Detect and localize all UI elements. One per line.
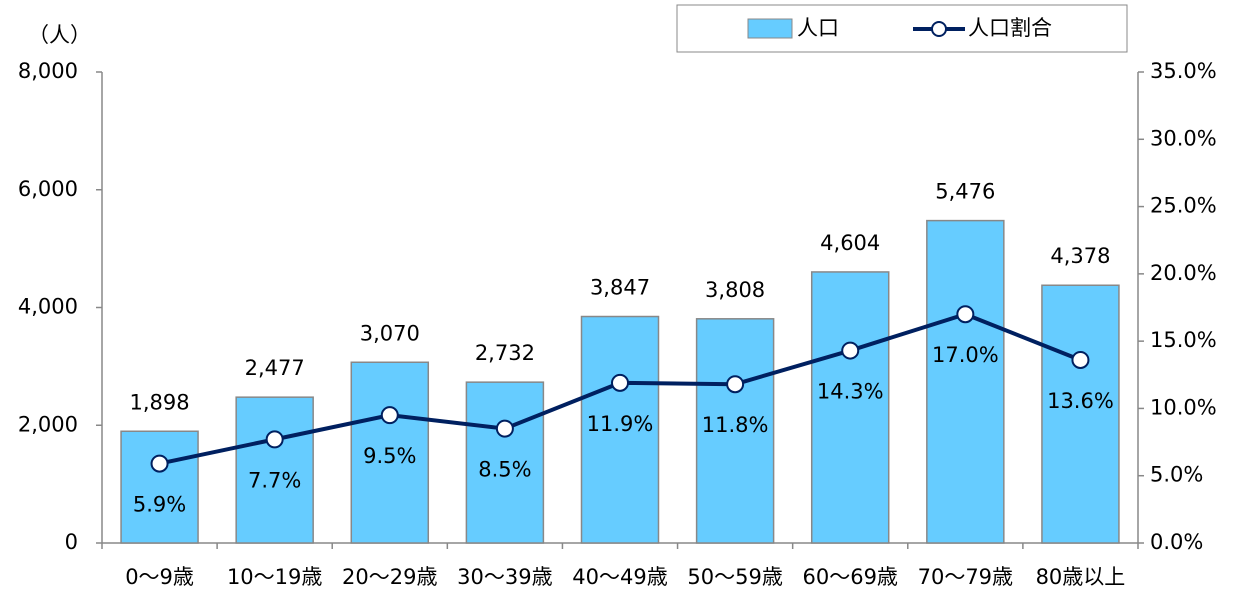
line-value-label: 8.5% [478,458,531,482]
y2-tick-label: 25.0% [1150,194,1217,218]
line-value-label: 7.7% [248,468,301,492]
x-tick-label: 80歳以上 [1036,565,1126,589]
bar [1041,284,1120,544]
y-tick-label: 2,000 [18,412,78,436]
bar-value-label: 4,604 [820,231,880,255]
bar [926,219,1005,544]
y-tick-label: 8,000 [18,59,78,83]
bar [695,318,775,544]
bar [810,271,890,544]
bar-value-label: 1,898 [129,390,189,414]
y2-tick-label: 5.0% [1150,463,1203,487]
bar [235,396,314,544]
x-tick-label: 40～49歳 [572,565,667,589]
line-marker [1071,350,1090,369]
line-value-label: 13.6% [1047,389,1114,413]
x-tick-label: 30～39歳 [457,565,552,589]
bar-value-label: 2,477 [245,356,305,380]
y2-tick-label: 0.0% [1150,530,1203,554]
legend [676,4,1128,53]
bar [465,381,545,544]
y2-tick-label: 15.0% [1150,328,1217,352]
line-value-label: 11.8% [702,413,769,437]
bar-value-label: 4,378 [1050,244,1110,268]
legend-swatch [747,18,793,39]
y2-tick-label: 10.0% [1150,395,1217,419]
bar-value-label: 3,070 [360,321,420,345]
y2-tick-label: 30.0% [1150,126,1217,150]
bar-value-label: 3,847 [590,276,650,300]
x-tick-label: 60～69歳 [802,565,897,589]
line-value-label: 14.3% [817,380,884,404]
line-marker [726,375,745,394]
y2-tick-label: 20.0% [1150,261,1217,285]
y-tick-label: 0 [65,530,78,554]
x-tick-label: 10～19歳 [227,565,322,589]
line-marker [611,373,629,392]
x-tick-label: 50～59歳 [687,565,782,589]
line-marker [265,430,284,449]
line-value-label: 11.9% [587,412,654,436]
x-tick-label: 70～79歳 [918,565,1013,589]
line-marker [380,406,399,425]
y-tick-label: 4,000 [18,295,78,319]
line-value-label: 9.5% [363,444,416,468]
legend-label: 人口 [797,16,839,40]
bar [580,315,660,544]
x-tick-label: 20～29歳 [342,565,437,589]
line-marker [150,454,169,473]
y2-tick-label: 35.0% [1150,59,1217,83]
line-marker [841,341,860,360]
line-value-label: 17.0% [932,343,999,367]
line-marker [956,305,975,324]
line-value-label: 5.9% [133,493,186,517]
bar [120,430,199,544]
bar [350,361,430,544]
line-marker [495,419,514,438]
legend-marker [931,21,947,37]
y-unit-label: （人） [28,23,91,47]
bar-value-label: 5,476 [935,180,995,204]
x-tick-label: 0～9歳 [125,565,194,589]
bar-value-label: 2,732 [475,341,535,365]
legend-label: 人口割合 [968,16,1052,40]
y-tick-label: 6,000 [18,177,78,201]
bar-value-label: 3,808 [705,278,765,302]
